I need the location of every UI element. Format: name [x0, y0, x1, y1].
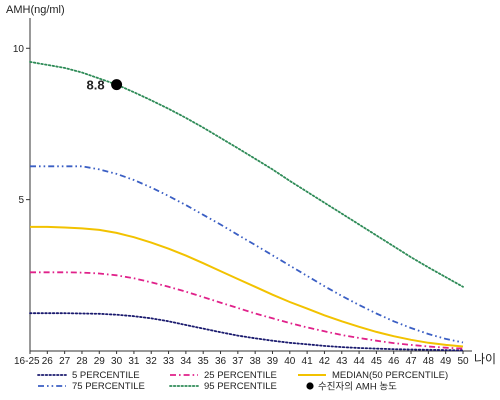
patient-amh-value-label: 8.8: [87, 78, 105, 93]
series-line-5-percentile: [29, 312, 464, 352]
x-tick-label: 30: [111, 356, 123, 367]
x-tick-label: 42: [319, 356, 331, 367]
x-tick-label: 35: [198, 356, 210, 367]
legend-label: 75 PERCENTILE: [72, 381, 145, 392]
x-tick-label: 38: [250, 356, 262, 367]
x-tick-label: 29: [94, 356, 106, 367]
x-tick-label: 34: [180, 356, 192, 367]
x-axis-title: 나이: [474, 352, 496, 366]
legend-label: 5 PERCENTILE: [72, 370, 140, 381]
x-tick-label: 45: [371, 356, 383, 367]
x-tick-label: 39: [267, 356, 279, 367]
x-tick-label: 46: [388, 356, 400, 367]
legend-label: 25 PERCENTILE: [204, 370, 277, 381]
y-axis-title: AMH(ng/ml): [6, 4, 65, 16]
x-tick-label: 36: [215, 356, 227, 367]
x-tick-label: 43: [336, 356, 348, 367]
x-tick-label: 26: [42, 356, 54, 367]
x-tick-label: 27: [59, 356, 71, 367]
x-tick-label: 48: [423, 356, 435, 367]
x-tick-label: 16-25: [14, 356, 40, 367]
legend-label: MEDIAN(50 PERCENTILE): [332, 370, 448, 381]
x-ticks: 16-25 26 27 28 29 30 31 32 33 34 35 36 37 38 39 40 41 42 4…: [14, 351, 469, 367]
x-tick-label: 40: [284, 356, 296, 367]
x-tick-label: 37: [232, 356, 244, 367]
x-tick-label: 44: [354, 356, 366, 367]
legend: 5 PERCENTILE 25 PERCENTILE MEDIAN(50 PERCE…: [37, 370, 448, 393]
x-tick-label: 49: [440, 356, 452, 367]
x-tick-label: 47: [405, 356, 417, 367]
patient-marker: 8.8: [87, 78, 123, 93]
x-tick-label: 28: [76, 356, 88, 367]
series-line-median-50-percentile: [30, 225, 464, 348]
patient-amh-point: [111, 79, 123, 91]
y-ticks: 10 5: [13, 44, 30, 206]
x-tick-label: 41: [302, 356, 314, 367]
x-tick-label: 50: [457, 356, 469, 367]
legend-label: 95 PERCENTILE: [204, 381, 277, 392]
x-tick-label: 33: [163, 356, 175, 367]
legend-marker-label: 수진자의 AMH 농도: [318, 382, 397, 393]
series-line-75-percentile: [30, 165, 464, 344]
x-tick-label: 31: [128, 356, 140, 367]
series-line-95-percentile: [29, 61, 464, 288]
legend-marker-swatch: [306, 382, 314, 390]
series-lines: [29, 61, 464, 352]
series-line-25-percentile: [30, 271, 464, 350]
y-tick-label: 10: [13, 44, 25, 55]
y-tick-label: 5: [18, 195, 24, 206]
x-tick-label: 32: [146, 356, 158, 367]
